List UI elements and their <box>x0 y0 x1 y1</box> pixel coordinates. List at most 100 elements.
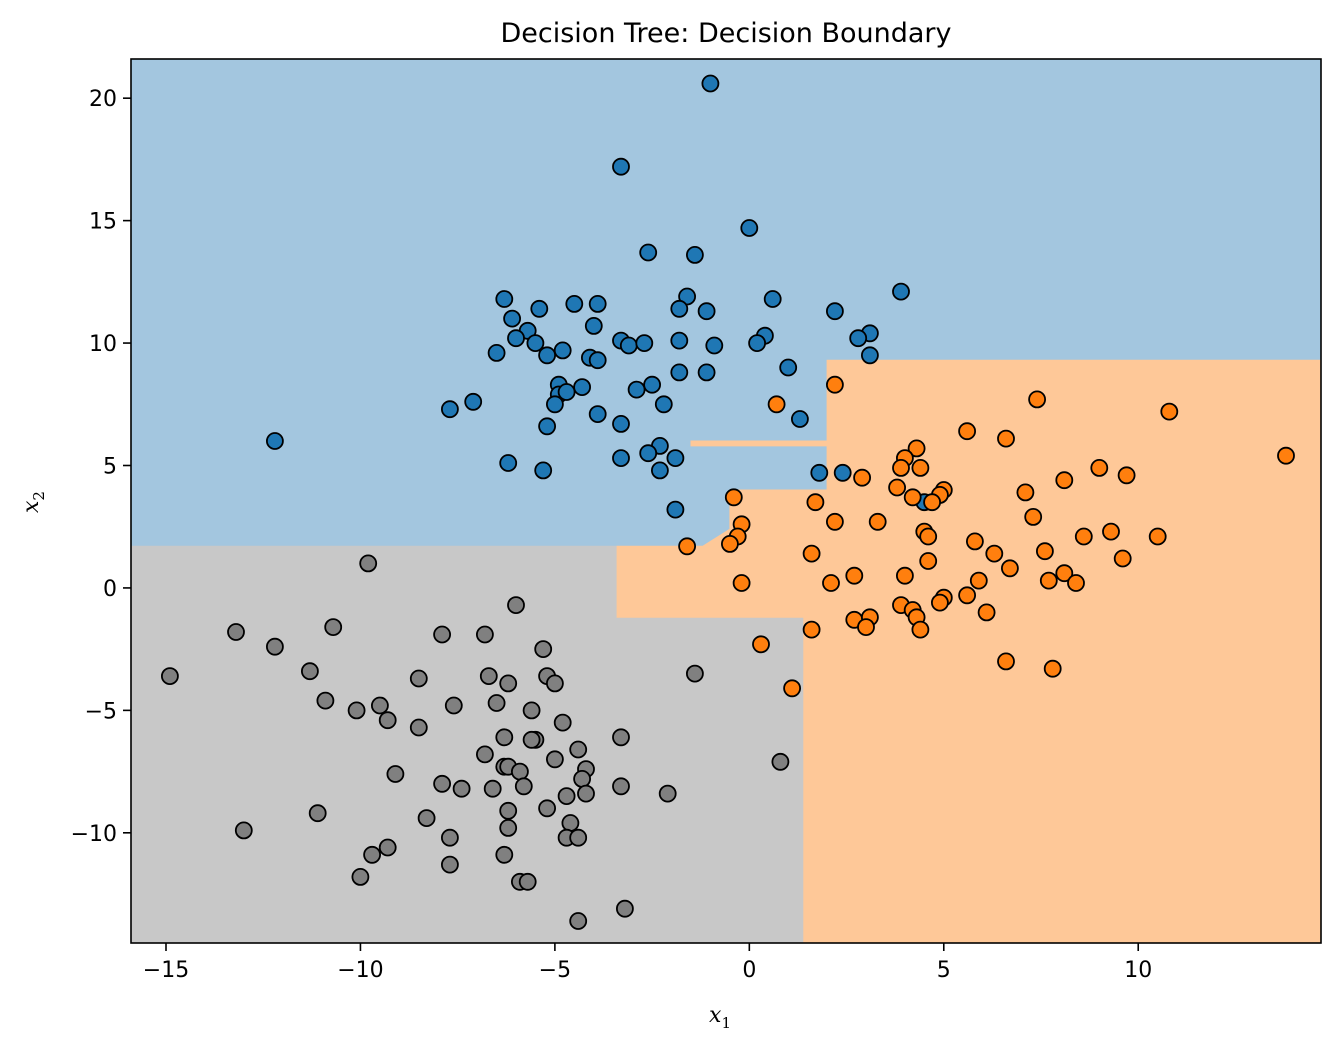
data-point-class-2 <box>440 828 459 847</box>
data-point-class-1 <box>853 468 871 487</box>
x-axis-label-subscript: 1 <box>721 1014 731 1032</box>
data-point-class-2 <box>300 662 319 681</box>
data-point-class-2 <box>569 912 588 930</box>
y-axis-label-subscript: 2 <box>30 491 48 501</box>
y-tick-label: −5 <box>85 699 117 724</box>
data-point-class-2 <box>359 554 378 573</box>
data-point-class-0 <box>861 346 879 365</box>
data-point-class-1 <box>1001 559 1019 578</box>
data-point-class-0 <box>833 463 852 482</box>
data-point-class-0 <box>678 287 696 306</box>
data-point-class-1 <box>1024 508 1043 526</box>
data-point-class-1 <box>1102 522 1120 541</box>
data-point-class-0 <box>503 309 521 328</box>
data-point-class-2 <box>234 821 253 840</box>
data-point-class-0 <box>565 294 584 313</box>
data-point-class-0 <box>654 395 673 414</box>
data-point-class-0 <box>826 302 844 321</box>
series-class-1 <box>678 375 1295 698</box>
y-axis-label-base: x <box>19 500 44 513</box>
data-point-class-0 <box>265 432 284 450</box>
data-point-class-2 <box>522 730 541 749</box>
data-point-class-0 <box>588 294 607 313</box>
data-point-class-0 <box>546 395 564 414</box>
data-point-class-0 <box>530 299 549 318</box>
data-point-class-2 <box>227 623 245 641</box>
data-point-class-2 <box>553 713 572 732</box>
data-point-class-0 <box>538 346 556 365</box>
data-point-class-0 <box>779 358 798 377</box>
data-point-class-2 <box>409 718 428 737</box>
data-point-class-0 <box>670 299 689 318</box>
data-point-class-0 <box>705 336 724 355</box>
data-point-class-0 <box>651 461 669 480</box>
data-point-class-1 <box>1043 659 1062 678</box>
data-point-class-2 <box>686 664 704 683</box>
data-point-class-2 <box>561 814 580 832</box>
data-point-class-2 <box>308 804 327 823</box>
data-point-class-1 <box>724 488 743 507</box>
x-tick-label: −15 <box>143 958 189 983</box>
data-point-class-2 <box>409 669 428 688</box>
data-point-class-0 <box>791 410 809 428</box>
data-point-class-1 <box>958 586 976 605</box>
data-point-class-1 <box>1016 483 1035 502</box>
data-point-class-2 <box>514 777 533 796</box>
data-point-class-2 <box>417 809 436 827</box>
data-point-class-1 <box>721 535 739 553</box>
data-point-class-0 <box>849 329 868 348</box>
data-point-class-1 <box>826 375 844 394</box>
data-point-class-2 <box>386 765 405 783</box>
plot-area <box>130 58 1322 944</box>
data-point-class-1 <box>802 544 821 563</box>
data-point-class-0 <box>534 461 553 480</box>
data-point-class-1 <box>888 478 906 497</box>
plot-frame <box>130 58 1322 944</box>
data-point-class-2 <box>518 872 537 891</box>
data-point-class-2 <box>573 770 591 788</box>
x-tick-label: −10 <box>337 958 383 983</box>
data-point-class-1 <box>923 493 941 512</box>
data-point-class-2 <box>487 694 506 712</box>
chart-title: Decision Tree: Decision Boundary <box>500 18 951 49</box>
data-point-class-0 <box>697 302 716 321</box>
data-point-class-1 <box>822 574 840 592</box>
data-point-class-1 <box>997 429 1015 448</box>
data-point-class-0 <box>557 383 576 401</box>
data-point-class-2 <box>370 696 389 715</box>
data-point-class-2 <box>569 740 588 759</box>
data-point-class-2 <box>522 701 541 720</box>
data-point-class-2 <box>433 774 452 793</box>
decision-regions <box>130 59 1322 944</box>
data-point-class-1 <box>1160 402 1179 421</box>
data-point-class-0 <box>538 417 556 436</box>
data-point-class-1 <box>896 566 914 585</box>
data-point-class-2 <box>577 784 595 803</box>
data-point-class-2 <box>347 701 366 720</box>
data-point-class-1 <box>806 493 825 512</box>
data-point-class-2 <box>658 784 677 803</box>
data-point-class-2 <box>433 625 452 644</box>
data-point-class-1 <box>977 603 996 622</box>
data-point-class-2 <box>475 745 494 764</box>
data-point-class-2 <box>499 674 518 693</box>
region-class-1 <box>616 359 1322 944</box>
data-point-class-0 <box>697 363 716 382</box>
data-point-class-2 <box>316 691 335 710</box>
data-point-class-2 <box>324 618 343 636</box>
data-point-class-0 <box>635 334 654 353</box>
data-point-class-1 <box>783 679 801 698</box>
data-point-class-0 <box>627 380 646 399</box>
data-point-class-1 <box>966 532 984 551</box>
data-point-class-1 <box>911 458 930 477</box>
x-axis-ticks: −15 −10 −5 0 5 10 <box>143 943 1152 983</box>
data-point-class-1 <box>892 458 910 477</box>
data-point-class-2 <box>499 819 518 837</box>
data-point-class-1 <box>911 620 930 639</box>
data-point-class-1 <box>1036 542 1054 561</box>
y-tick-label: 5 <box>103 454 117 479</box>
series-class-2 <box>160 554 790 930</box>
data-point-class-2 <box>479 667 498 685</box>
data-point-class-0 <box>701 74 720 93</box>
